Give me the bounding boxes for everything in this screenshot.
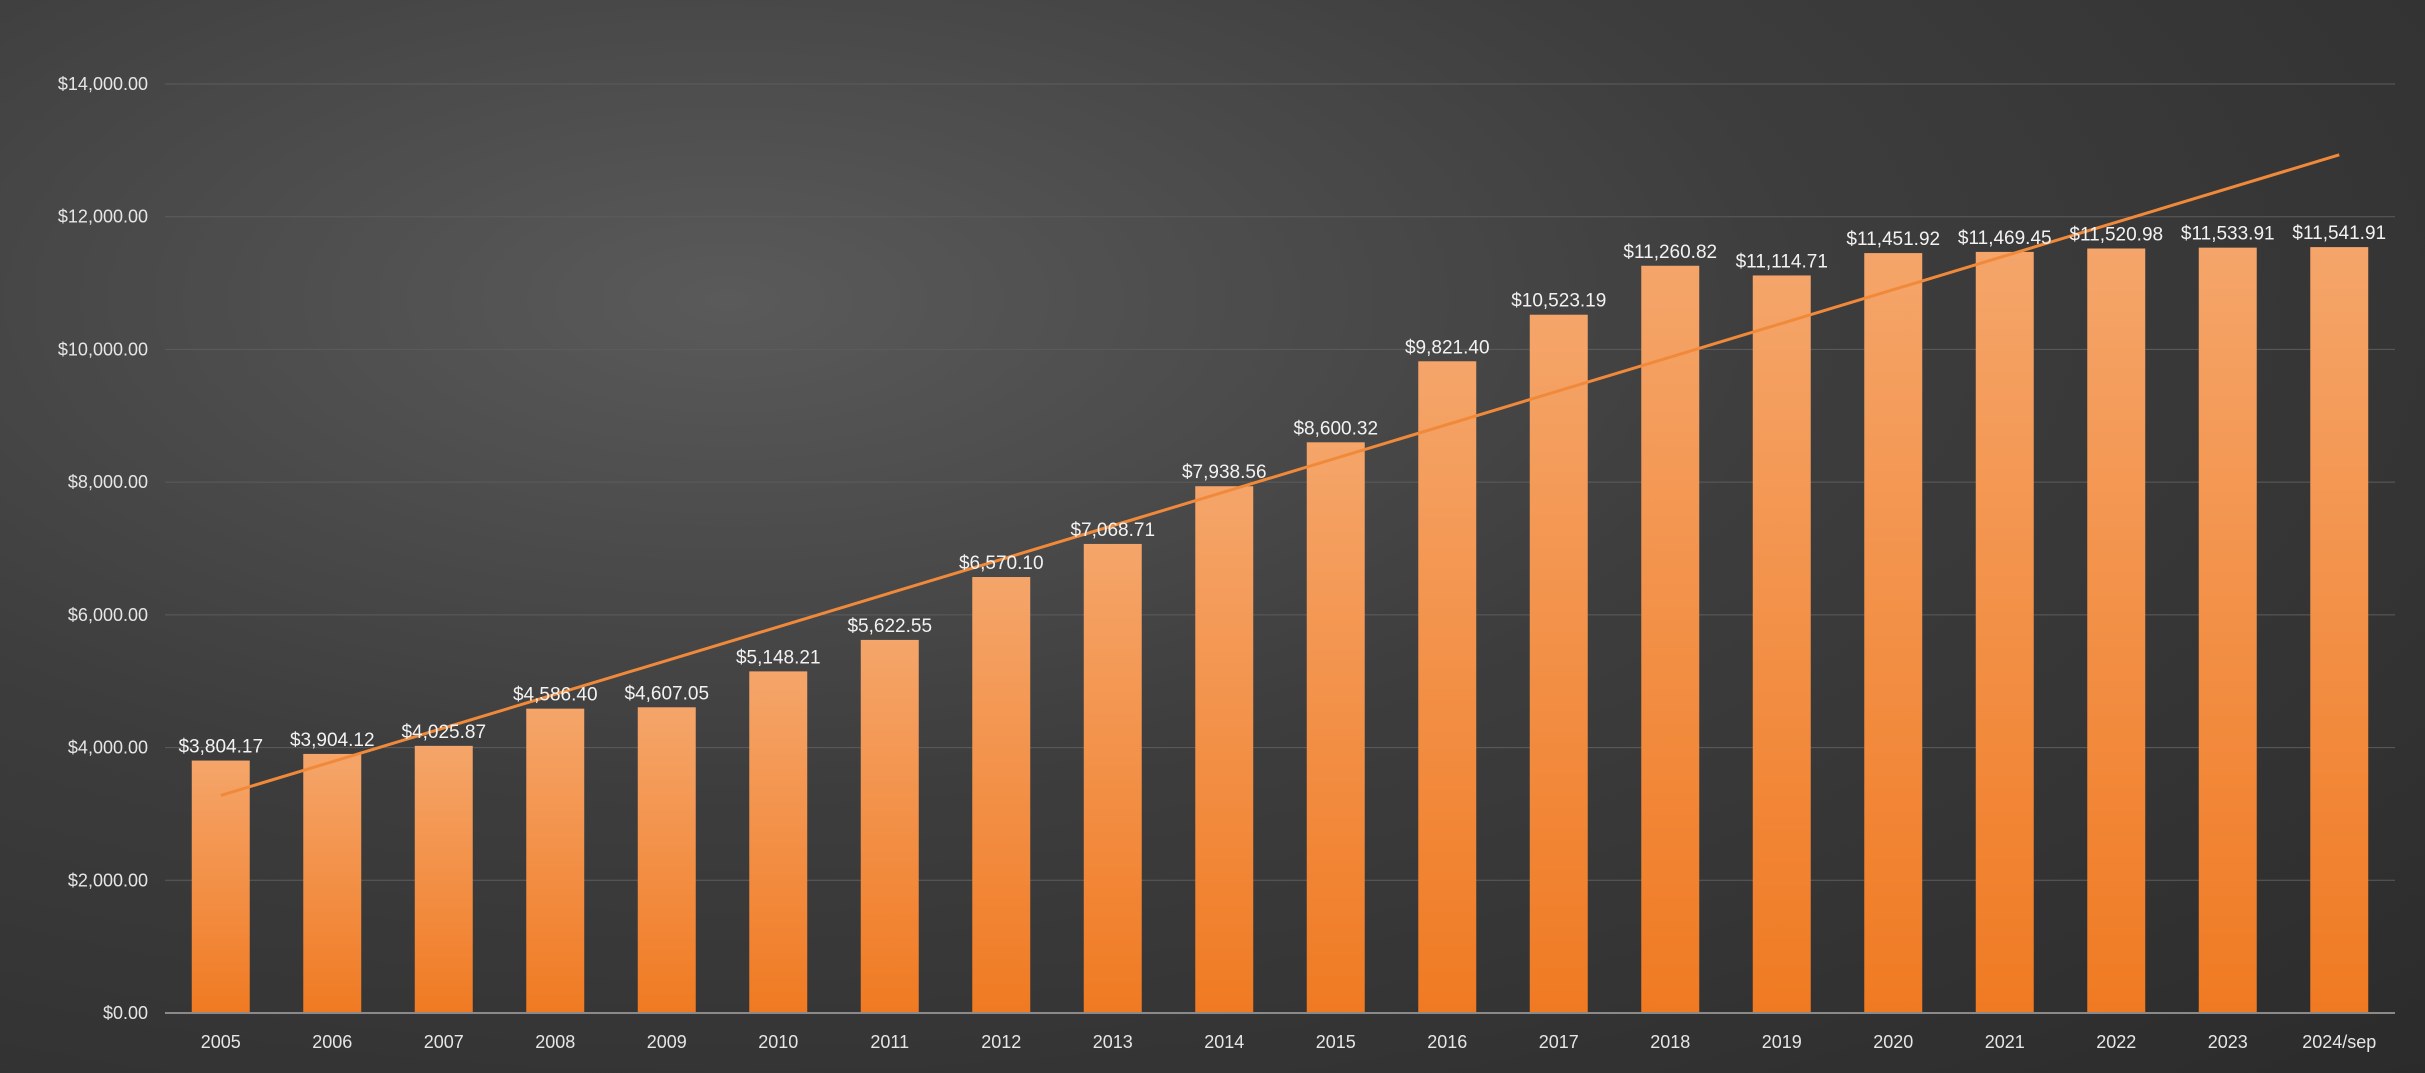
y-tick-label: $10,000.00 [58, 339, 148, 359]
bar [2087, 248, 2146, 1014]
data-label: $8,600.32 [1293, 418, 1378, 439]
bars [191, 247, 2369, 1014]
data-label: $11,114.71 [1736, 251, 1828, 272]
x-tick-label: 2023 [2208, 1032, 2248, 1052]
x-tick-label: 2017 [1539, 1032, 1579, 1052]
x-axis-tick-labels: 2005 2006 2007 2008 2009 2010 2011 2012 2013 2014… [201, 1032, 2377, 1052]
bar [191, 760, 250, 1013]
data-label: $11,541.91 [2292, 223, 2386, 244]
x-tick-label: 2005 [201, 1032, 241, 1052]
bar [1864, 253, 1923, 1013]
gridlines [165, 83, 2395, 881]
data-label: $11,469.45 [1958, 228, 2052, 249]
y-tick-label: $0.00 [103, 1003, 148, 1023]
y-tick-label: $2,000.00 [68, 870, 148, 890]
data-label: $11,260.82 [1623, 242, 1717, 263]
bar [749, 671, 808, 1013]
x-tick-label: 2013 [1093, 1032, 1133, 1052]
x-tick-label: 2020 [1873, 1032, 1913, 1052]
bar [1641, 265, 1700, 1013]
bar [1083, 543, 1142, 1013]
x-tick-label: 2012 [981, 1032, 1021, 1052]
x-tick-label: 2011 [870, 1032, 909, 1052]
data-label: $11,533.91 [2181, 224, 2275, 245]
y-axis-tick-labels: $0.00 $2,000.00 $4,000.00 $6,000.00 $8,000.0… [58, 74, 148, 1023]
data-label: $4,586.40 [513, 685, 598, 706]
data-label: $7,068.71 [1070, 520, 1155, 541]
y-tick-label: $8,000.00 [68, 472, 148, 492]
data-labels: $3,804.17 $3,904.12 $4,025.87 $4,586.40 $4,6… [178, 223, 2386, 757]
data-label: $6,570.10 [959, 553, 1044, 574]
x-tick-label: 2007 [424, 1032, 464, 1052]
data-label: $11,451.92 [1846, 229, 1940, 250]
data-label: $5,148.21 [736, 647, 821, 668]
data-label: $11,520.98 [2069, 225, 2163, 246]
data-label: $4,025.87 [401, 722, 486, 743]
x-tick-label: 2009 [647, 1032, 687, 1052]
bar [1975, 251, 2034, 1014]
bar [2310, 247, 2369, 1014]
x-tick-label: 2016 [1427, 1032, 1467, 1052]
y-tick-label: $14,000.00 [58, 74, 148, 94]
data-label: $10,523.19 [1511, 291, 1606, 312]
data-label: $9,821.40 [1405, 337, 1490, 358]
bar [1418, 361, 1477, 1013]
x-tick-label: 2021 [1985, 1032, 2025, 1052]
y-tick-label: $12,000.00 [58, 207, 148, 227]
bar [1195, 486, 1254, 1013]
data-label: $4,607.05 [624, 683, 709, 704]
bar [414, 745, 473, 1013]
bar [637, 707, 696, 1013]
data-label: $3,804.17 [178, 737, 263, 758]
bar [1306, 442, 1365, 1013]
y-tick-label: $6,000.00 [68, 605, 148, 625]
y-tick-label: $4,000.00 [68, 738, 148, 758]
data-label: $7,938.56 [1182, 462, 1267, 483]
trendline-layer [220, 153, 2340, 797]
x-tick-label: 2010 [758, 1032, 798, 1052]
bar [526, 708, 585, 1013]
x-tick-label: 2019 [1762, 1032, 1802, 1052]
trendline [220, 153, 2340, 797]
x-tick-label: 2015 [1316, 1032, 1356, 1052]
bar [860, 639, 919, 1013]
data-label: $5,622.55 [847, 616, 932, 637]
x-tick-label: 2014 [1204, 1032, 1244, 1052]
bar [303, 753, 362, 1013]
bar [1529, 314, 1588, 1013]
x-tick-label: 2008 [535, 1032, 575, 1052]
x-tick-label: 2024/sep [2302, 1032, 2376, 1052]
x-tick-label: 2022 [2096, 1032, 2136, 1052]
bar [1752, 275, 1811, 1013]
bar [972, 577, 1031, 1013]
x-tick-label: 2018 [1650, 1032, 1690, 1052]
data-label: $3,904.12 [290, 730, 375, 751]
x-tick-label: 2006 [312, 1032, 352, 1052]
bar [2198, 247, 2257, 1013]
